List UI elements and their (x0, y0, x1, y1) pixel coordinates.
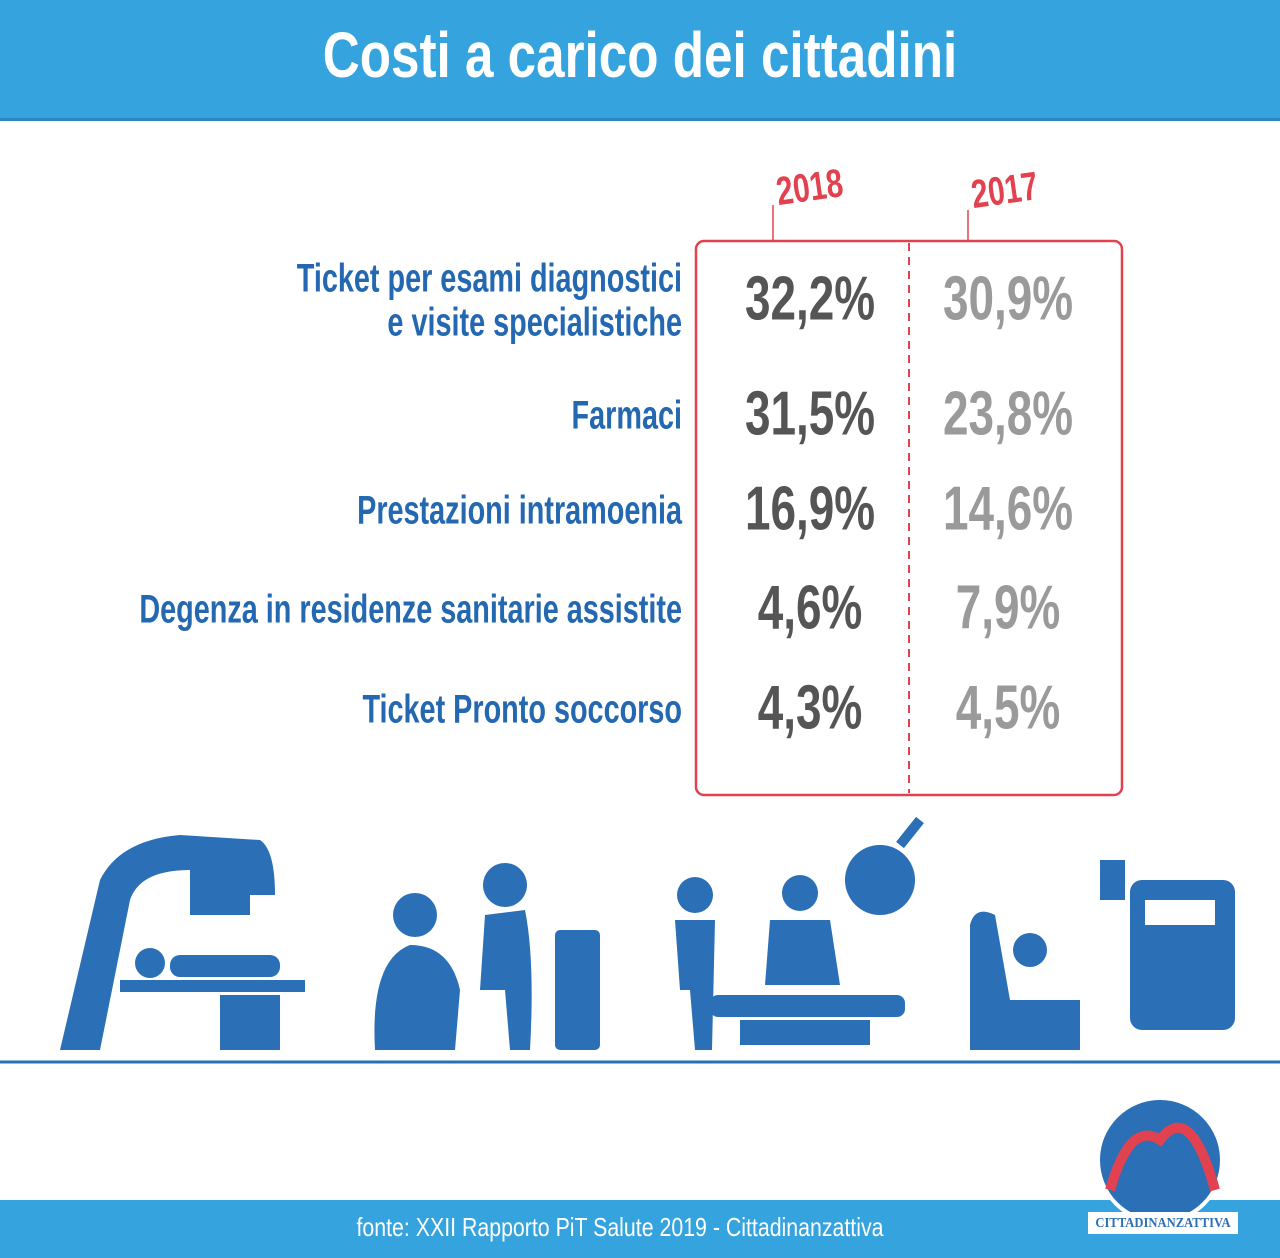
logo-text: CITTADINANZATTIVA (1095, 1216, 1231, 1231)
cell-value: 4,5% (956, 673, 1061, 742)
logo: CITTADINANZATTIVA (1088, 1096, 1238, 1234)
header-band (0, 0, 1280, 120)
cell-value: 7,9% (956, 573, 1061, 642)
icons (60, 816, 1235, 1050)
footer-band (0, 1200, 1280, 1258)
row-label: e visite specialistiche (387, 301, 682, 345)
row-label: Ticket per esami diagnostici (297, 257, 682, 301)
cell-value: 23,8% (943, 379, 1073, 448)
table-frame (694, 239, 1124, 797)
cell-value: 32,2% (745, 264, 875, 333)
year-label: 2017 (969, 164, 1041, 217)
cell-value: 4,3% (758, 673, 863, 742)
cell-value: 4,6% (758, 573, 863, 642)
row-label: Farmaci (572, 394, 682, 438)
cell-value: 31,5% (745, 379, 875, 448)
row-label: Degenza in residenze sanitarie assistite (139, 588, 682, 632)
row-label: Prestazioni intramoenia (357, 489, 682, 533)
header-edge (0, 118, 1280, 121)
year-label: 2018 (774, 161, 846, 214)
title: Costi a carico dei cittadini (323, 19, 957, 91)
cell-value: 14,6% (943, 474, 1073, 543)
source: fonte: XXII Rapporto PiT Salute 2019 - C… (356, 1212, 883, 1242)
cell-value: 30,9% (943, 264, 1073, 333)
row-label: Ticket Pronto soccorso (362, 688, 682, 732)
cell-value: 16,9% (745, 474, 875, 543)
